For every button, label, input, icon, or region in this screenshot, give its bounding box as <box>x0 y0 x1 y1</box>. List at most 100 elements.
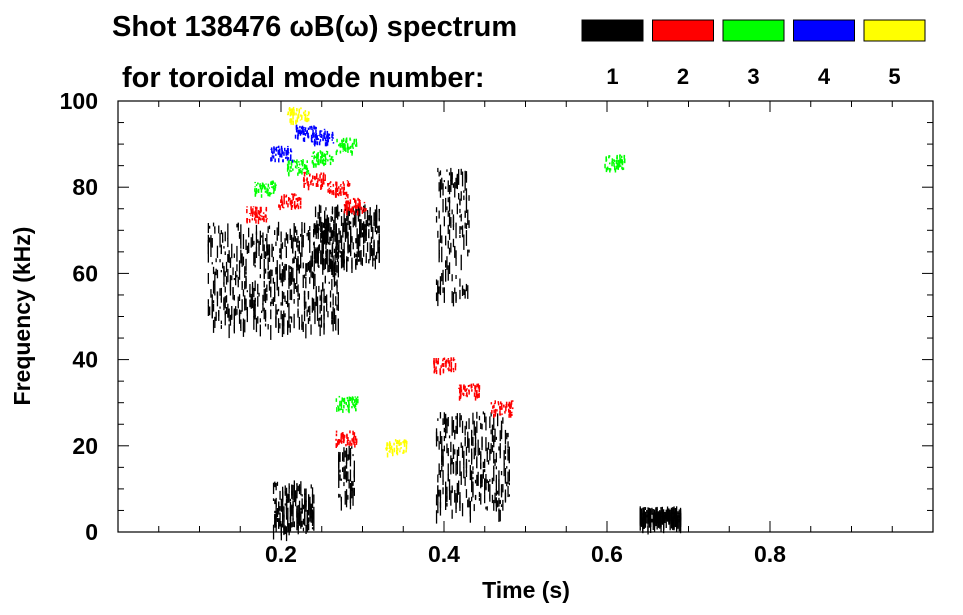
spectrum-mark <box>257 182 259 184</box>
spectrum-mark <box>301 168 304 171</box>
spectrum-mark <box>350 442 353 444</box>
spectrum-mark <box>296 108 298 111</box>
spectrum-mark <box>664 513 666 523</box>
spectrum-mark <box>298 316 300 330</box>
spectrum-mark <box>266 245 268 256</box>
spectrum-mark <box>283 151 285 156</box>
spectrum-mark <box>246 209 248 214</box>
spectrum-mark <box>210 289 212 298</box>
spectrum-mark <box>494 408 497 414</box>
spectrum-mark <box>279 490 281 500</box>
spectrum-mark <box>297 311 299 318</box>
spectrum-mark <box>245 239 247 250</box>
spectrum-mark <box>283 514 285 530</box>
spectrum-mark <box>660 515 662 532</box>
spectrum-mark <box>365 253 367 257</box>
spectrum-mark <box>508 410 510 413</box>
spectrum-mark <box>460 471 462 485</box>
spectrum-mark <box>463 195 465 201</box>
spectrum-mark <box>285 200 288 205</box>
spectrum-mark <box>323 305 325 320</box>
spectrum-mark <box>435 510 438 524</box>
spectrum-mark <box>311 251 313 267</box>
spectrum-mark <box>313 241 315 249</box>
spectrum-mark <box>329 182 331 185</box>
spectrum-mark <box>355 438 358 443</box>
spectrum-mark <box>322 282 324 289</box>
spectrum-mark <box>246 219 248 224</box>
spectrum-mark <box>251 233 254 247</box>
spectrum-mark <box>504 429 507 445</box>
spectrum-mark <box>346 404 349 408</box>
spectrum-mark <box>332 317 334 332</box>
spectrum-mark <box>279 148 281 153</box>
spectrum-mark <box>678 516 680 532</box>
spectrum-mark <box>302 518 305 525</box>
spectrum-mark <box>357 259 360 262</box>
spectrum-mark <box>476 421 478 433</box>
spectrum-mark <box>343 211 345 220</box>
spectrum-mark <box>326 294 328 306</box>
spectrum-mark <box>296 488 298 491</box>
spectrum-mark <box>342 190 345 196</box>
spectrum-mark <box>474 387 476 392</box>
spectrum-mark <box>481 479 483 487</box>
spectrum-mark <box>315 126 317 130</box>
spectrum-mark <box>325 150 328 153</box>
spectrum-mark <box>501 413 503 415</box>
spectrum-mark <box>351 144 353 148</box>
spectrum-mark <box>451 460 453 463</box>
spectrum-mark <box>254 264 256 268</box>
spectrum-mark <box>435 207 438 213</box>
spectrum-mark <box>348 450 350 460</box>
spectrum-mark <box>339 474 341 481</box>
spectrum-mark <box>316 226 318 233</box>
spectrum-mark <box>322 138 324 142</box>
spectrum-mark <box>295 493 297 501</box>
spectrum-mark <box>437 292 439 301</box>
spectrum-mark <box>317 154 319 159</box>
spectrum-mark <box>268 257 271 262</box>
spectrum-mark <box>352 217 354 228</box>
spectrum-mark <box>235 271 237 286</box>
spectrum-mark <box>353 432 356 438</box>
spectrum-mark <box>323 132 325 136</box>
spectrum-mark <box>357 234 360 245</box>
spectrum-mark <box>304 129 306 131</box>
spectrum-mark <box>272 246 274 251</box>
spectrum-mark <box>259 255 261 269</box>
spectrum-mark <box>343 211 346 213</box>
spectrum-mark <box>288 107 291 111</box>
spectrum-mark <box>332 190 335 193</box>
spectrum-mark <box>291 492 293 499</box>
spectrum-mark <box>284 489 286 494</box>
spectrum-mark <box>512 407 514 410</box>
spectrum-mark <box>264 251 267 259</box>
spectrum-mark <box>227 254 229 263</box>
series-mode-3 <box>254 137 626 414</box>
spectrum-mark <box>326 216 328 232</box>
spectrum-mark <box>266 287 268 292</box>
spectrum-mark <box>303 114 306 117</box>
spectrum-mark <box>237 222 239 228</box>
spectrum-mark <box>357 197 359 201</box>
spectrum-mark <box>323 323 325 330</box>
spectrum-mark <box>325 207 327 211</box>
spectrum-mark <box>303 164 306 169</box>
spectrum-mark <box>328 249 330 261</box>
legend-swatch-mode-1 <box>581 19 644 42</box>
spectrum-mark <box>365 220 367 236</box>
spectrum-mark <box>487 442 490 450</box>
spectrum-mark <box>650 518 652 524</box>
spectrum-mark <box>321 240 323 255</box>
spectrum-mark <box>255 317 258 333</box>
spectrum-mark <box>270 192 273 194</box>
spectrum-mark <box>320 314 323 328</box>
spectrum-mark <box>252 208 254 213</box>
spectrum-mark <box>313 272 315 279</box>
spectrum-mark <box>495 466 497 470</box>
spectrum-mark <box>352 242 354 250</box>
spectrum-mark <box>666 515 669 522</box>
spectrum-mark <box>364 224 366 238</box>
spectrum-mark <box>317 251 319 267</box>
